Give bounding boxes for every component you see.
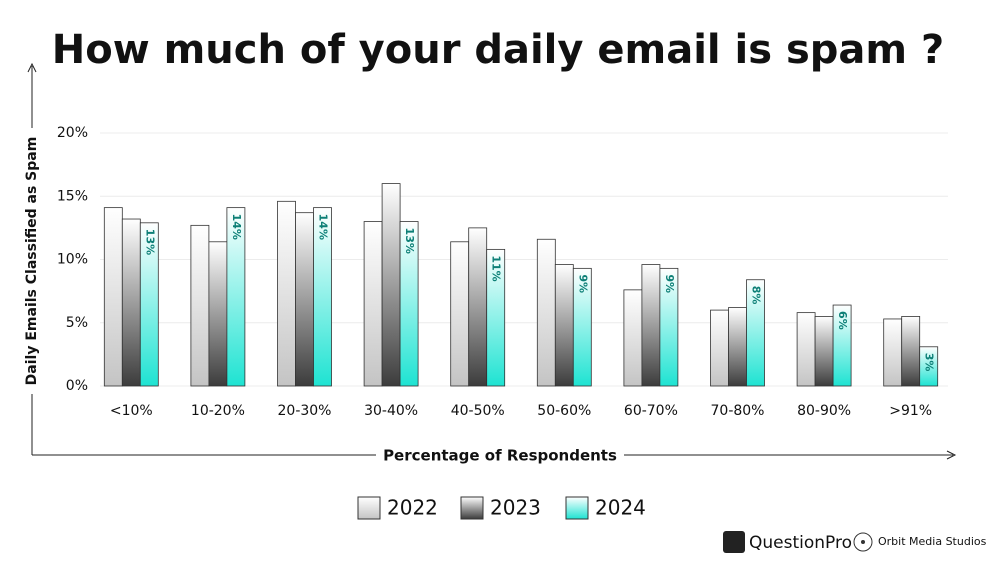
legend-label: 2023 [490, 496, 541, 520]
data-label: 8% [750, 286, 763, 305]
y-tick-label: 0% [66, 378, 88, 394]
bar [486, 248, 506, 387]
bar [659, 267, 679, 387]
data-label: 9% [576, 274, 589, 293]
label-bg [376, 445, 624, 465]
logo: QuestionPro [749, 533, 852, 553]
bar [381, 183, 401, 387]
legend-swatch [565, 496, 589, 520]
bar [796, 312, 816, 387]
y-tick-label: 5% [66, 315, 88, 331]
bar [190, 224, 210, 387]
bar [623, 289, 643, 387]
bar [832, 304, 852, 387]
bar [901, 316, 921, 387]
x-tick-label: 40-50% [451, 403, 505, 419]
logo-icon [853, 532, 873, 552]
bar [363, 221, 383, 387]
bar [468, 227, 488, 387]
bar [399, 221, 419, 387]
legend-label: 2022 [387, 496, 438, 520]
arrow-head [946, 450, 957, 460]
bar [641, 264, 661, 387]
logo: Orbit Media Studios [878, 535, 987, 548]
data-label: 14% [317, 214, 330, 240]
x-axis-title: Percentage of Respondents [383, 447, 617, 465]
x-tick-label: 60-70% [624, 403, 678, 419]
data-label: 3% [923, 353, 936, 372]
data-label: 11% [490, 255, 503, 281]
chart-title: How much of your daily email is spam ? [52, 27, 944, 73]
bar [295, 212, 314, 387]
data-label: 13% [403, 228, 416, 254]
y-axis-title: Daily Emails Classified as Spam [24, 137, 40, 386]
bar [883, 318, 903, 387]
bar [208, 241, 228, 387]
data-label: 13% [143, 229, 156, 255]
legend-swatch [460, 496, 484, 520]
y-tick-label: 10% [57, 252, 88, 268]
bar [746, 279, 765, 387]
x-tick-label: <10% [110, 403, 153, 419]
bar [710, 309, 729, 387]
bar [814, 316, 834, 387]
x-tick-label: 20-30% [278, 403, 332, 419]
bar [450, 241, 470, 387]
bar [226, 207, 246, 387]
logo-icon [723, 531, 745, 553]
x-tick-label: 30-40% [364, 403, 418, 419]
legend-label: 2024 [595, 496, 646, 520]
bar [536, 238, 556, 387]
logo-icon [861, 540, 865, 544]
bar [103, 207, 123, 387]
x-tick-label: 50-60% [537, 403, 591, 419]
bar [572, 267, 592, 387]
bar [728, 307, 747, 387]
bar [554, 264, 574, 387]
label-bg [22, 128, 42, 394]
legend-swatch [357, 496, 381, 520]
x-tick-label: 70-80% [711, 403, 765, 419]
bar [919, 346, 939, 387]
y-tick-label: 15% [57, 188, 88, 204]
data-label: 9% [663, 274, 676, 293]
bar [121, 218, 141, 387]
y-tick-label: 20% [57, 125, 88, 141]
bar [277, 200, 296, 387]
bar [313, 207, 332, 387]
x-tick-label: 80-90% [797, 403, 851, 419]
data-label: 6% [836, 311, 849, 330]
bar [139, 222, 159, 387]
x-tick-label: 10-20% [191, 403, 245, 419]
arrow-head [27, 62, 37, 73]
x-tick-label: >91% [889, 403, 932, 419]
data-label: 14% [230, 214, 243, 240]
